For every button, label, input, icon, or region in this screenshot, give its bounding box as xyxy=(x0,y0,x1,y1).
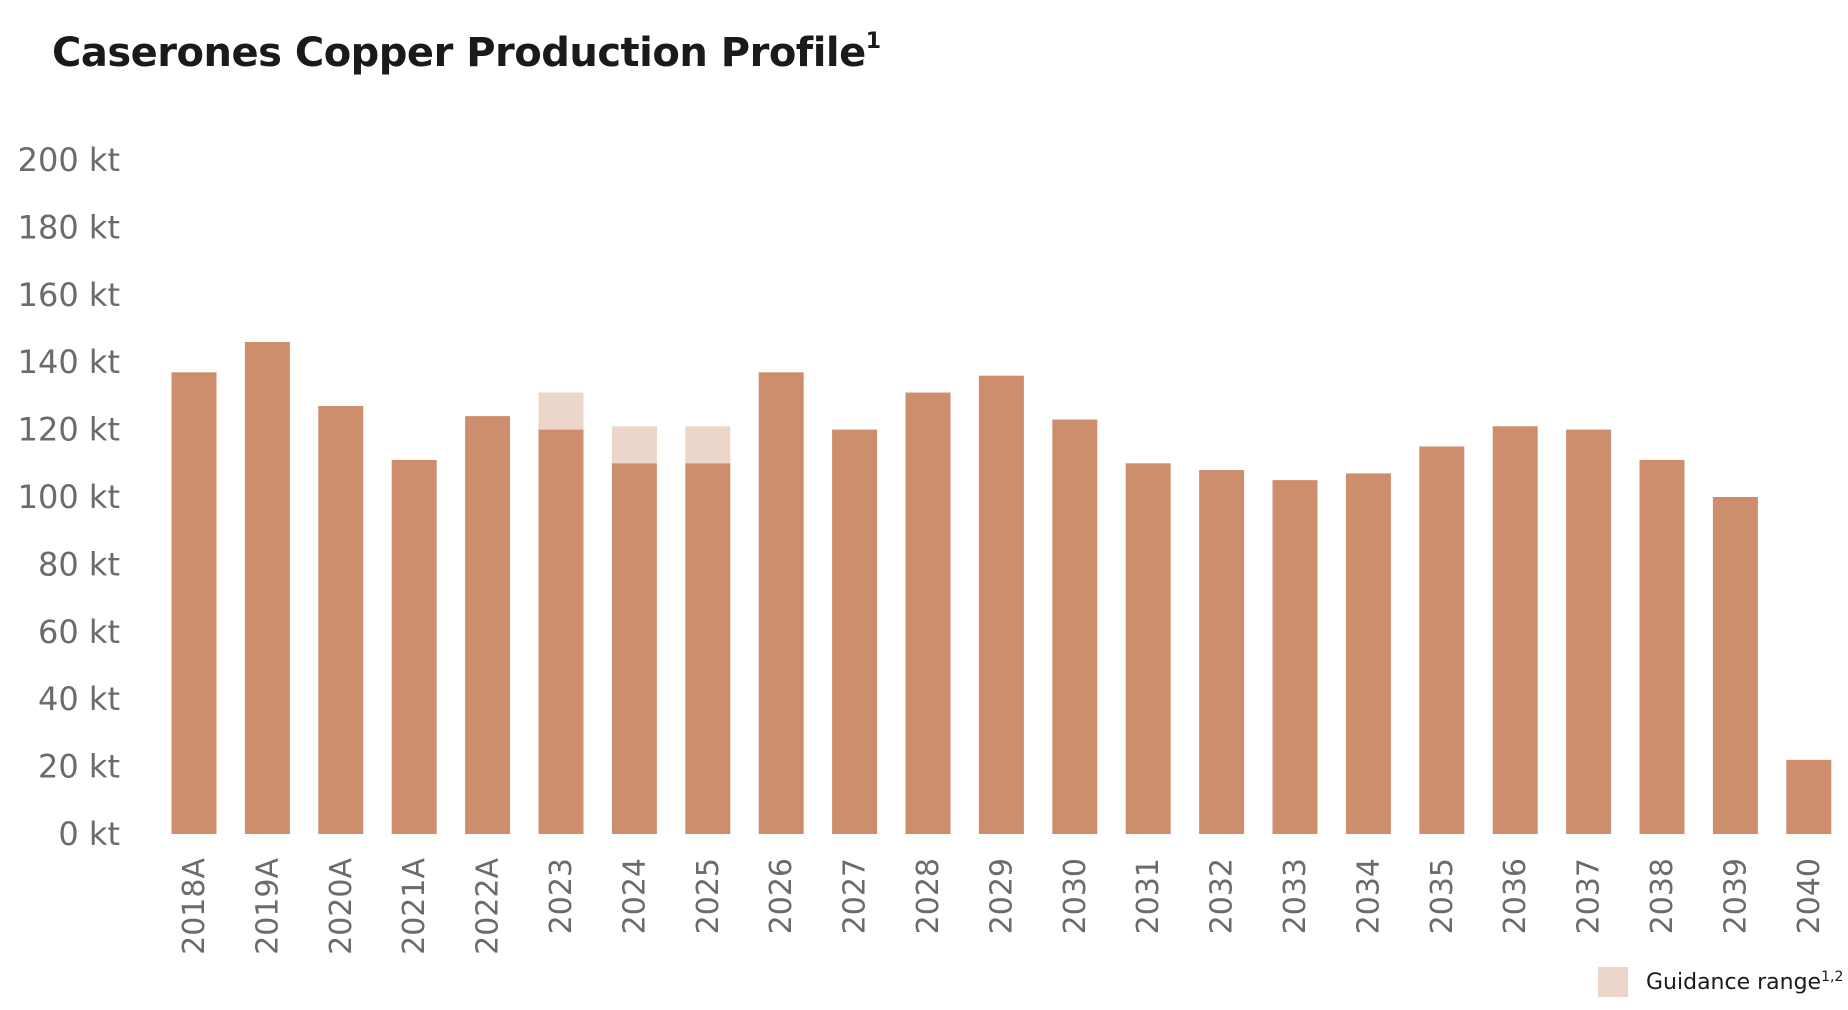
bar-chart: 0 kt 20 kt 40 kt 60 kt 80 kt 100 kt 120 kt 140 … xyxy=(18,141,1832,955)
production-bar xyxy=(1419,446,1465,834)
production-bar xyxy=(611,463,657,834)
guidance-range-bar xyxy=(538,392,584,430)
production-bar xyxy=(832,429,878,834)
production-bar xyxy=(1566,429,1612,834)
x-tick-label: 2019A xyxy=(250,858,285,955)
production-bar xyxy=(538,429,584,834)
production-bar xyxy=(758,372,804,834)
x-tick-label: 2022A xyxy=(471,858,506,955)
x-tick-label: 2031 xyxy=(1131,858,1166,934)
x-tick-label: 2024 xyxy=(617,858,652,934)
production-bar xyxy=(905,392,951,834)
production-bars xyxy=(171,341,1832,834)
x-tick-label: 2029 xyxy=(984,858,1019,934)
y-tick-label: 180 kt xyxy=(18,208,120,246)
x-axis: 2018A 2019A 2020A 2021A 2022A 2023 2024 2025 202… xyxy=(177,858,1827,955)
production-bar xyxy=(1125,463,1171,834)
y-tick-label: 140 kt xyxy=(18,343,120,381)
production-bar xyxy=(1712,497,1758,834)
y-tick-label: 60 kt xyxy=(38,613,120,651)
legend-label: Guidance range1,2 xyxy=(1646,970,1843,995)
y-tick-label: 0 kt xyxy=(58,815,120,853)
y-tick-label: 200 kt xyxy=(18,141,120,179)
production-bar xyxy=(1492,426,1538,834)
legend-label-footnote: 1,2 xyxy=(1821,968,1844,985)
x-tick-label: 2040 xyxy=(1792,858,1827,934)
y-tick-label: 120 kt xyxy=(18,411,120,449)
x-tick-label: 2025 xyxy=(691,858,726,934)
legend-label-text: Guidance range xyxy=(1646,969,1822,995)
x-tick-label: 2026 xyxy=(764,858,799,934)
y-tick-label: 20 kt xyxy=(38,748,120,786)
y-tick-label: 100 kt xyxy=(18,478,120,516)
production-bar xyxy=(1786,759,1832,834)
production-bar xyxy=(1639,459,1685,834)
production-bar xyxy=(1345,473,1391,834)
x-tick-label: 2028 xyxy=(911,858,946,934)
x-tick-label: 2038 xyxy=(1645,858,1680,934)
production-bar xyxy=(244,341,290,834)
production-bar xyxy=(1272,480,1318,834)
legend-swatch-guidance xyxy=(1598,967,1628,997)
production-bar xyxy=(1199,470,1245,834)
production-bar xyxy=(978,375,1024,834)
y-tick-label: 80 kt xyxy=(38,545,120,583)
x-tick-label: 2018A xyxy=(177,858,212,955)
x-tick-label: 2034 xyxy=(1351,858,1386,934)
guidance-bars xyxy=(538,392,731,464)
y-tick-label: 160 kt xyxy=(18,276,120,314)
chart-title: Caserones Copper Production Profile1 xyxy=(52,30,881,76)
x-tick-label: 2035 xyxy=(1425,858,1460,934)
production-bar xyxy=(391,459,437,834)
x-tick-label: 2039 xyxy=(1718,858,1753,934)
x-tick-label: 2021A xyxy=(397,858,432,955)
x-tick-label: 2023 xyxy=(544,858,579,934)
x-tick-label: 2037 xyxy=(1572,858,1607,934)
production-bar xyxy=(171,372,217,834)
y-tick-label: 40 kt xyxy=(38,680,120,718)
chart-title-text: Caserones Copper Production Profile xyxy=(52,30,866,76)
x-tick-label: 2032 xyxy=(1205,858,1240,934)
legend: Guidance range1,2 xyxy=(1598,966,1843,998)
production-bar xyxy=(318,406,364,834)
guidance-range-bar xyxy=(611,426,657,464)
y-axis: 0 kt 20 kt 40 kt 60 kt 80 kt 100 kt 120 kt 140 … xyxy=(18,141,120,853)
guidance-range-bar xyxy=(685,426,731,464)
x-tick-label: 2033 xyxy=(1278,858,1313,934)
x-tick-label: 2030 xyxy=(1058,858,1093,934)
x-tick-label: 2027 xyxy=(838,858,873,934)
production-bar xyxy=(685,463,731,834)
chart-title-footnote: 1 xyxy=(865,29,881,54)
production-bar xyxy=(465,416,511,834)
production-bar xyxy=(1052,419,1098,834)
x-tick-label: 2036 xyxy=(1498,858,1533,934)
x-tick-label: 2020A xyxy=(324,858,359,955)
